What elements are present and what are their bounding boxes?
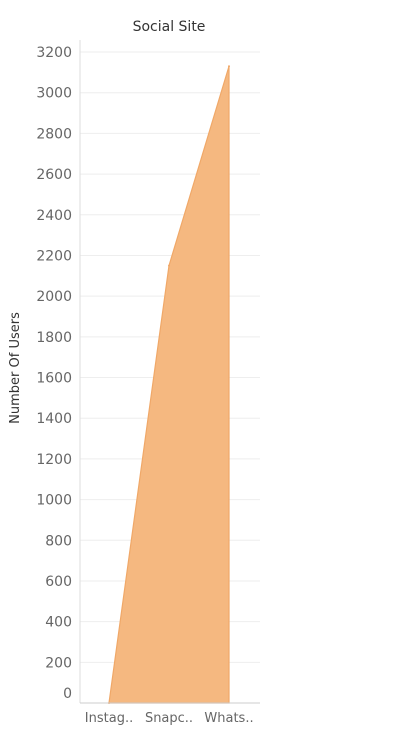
y-tick-label: 800	[45, 533, 72, 549]
area-series	[108, 65, 230, 704]
y-tick-label: 1200	[36, 452, 72, 468]
y-tick-label: 3000	[36, 86, 72, 102]
x-tick-label: Instag..	[85, 711, 133, 726]
area-fill	[108, 66, 230, 704]
y-tick-label: 400	[45, 615, 72, 631]
y-tick-label: 600	[45, 574, 72, 590]
y-tick-label: 1600	[36, 371, 72, 387]
x-tick-labels: Instag.. Snapc.. Whats..	[85, 711, 254, 726]
x-tick-label: Snapc..	[145, 711, 193, 726]
y-tick-label: 1400	[36, 411, 72, 427]
y-tick-label: 2200	[36, 248, 72, 264]
y-tick-label: 2600	[36, 167, 72, 183]
y-tick-label: 2400	[36, 208, 72, 224]
y-tick-label: 2000	[36, 289, 72, 305]
data-point	[168, 264, 170, 267]
y-tick-label: 3200	[36, 45, 72, 61]
y-tick-label: 2800	[36, 126, 72, 142]
y-tick-label: 0	[63, 686, 72, 702]
data-point	[228, 65, 230, 68]
y-tick-label: 200	[45, 655, 72, 671]
chart-title: Social Site	[133, 19, 206, 35]
y-axis-title: Number Of Users	[8, 312, 23, 424]
axes	[79, 40, 260, 704]
x-tick-label: Whats..	[204, 711, 253, 726]
y-tick-labels: 0 200 400 600 800 1000 1200 1400 1600 1800 2000 220…	[36, 45, 72, 702]
y-tick-label: 1000	[36, 493, 72, 509]
y-tick-label: 1800	[36, 330, 72, 346]
